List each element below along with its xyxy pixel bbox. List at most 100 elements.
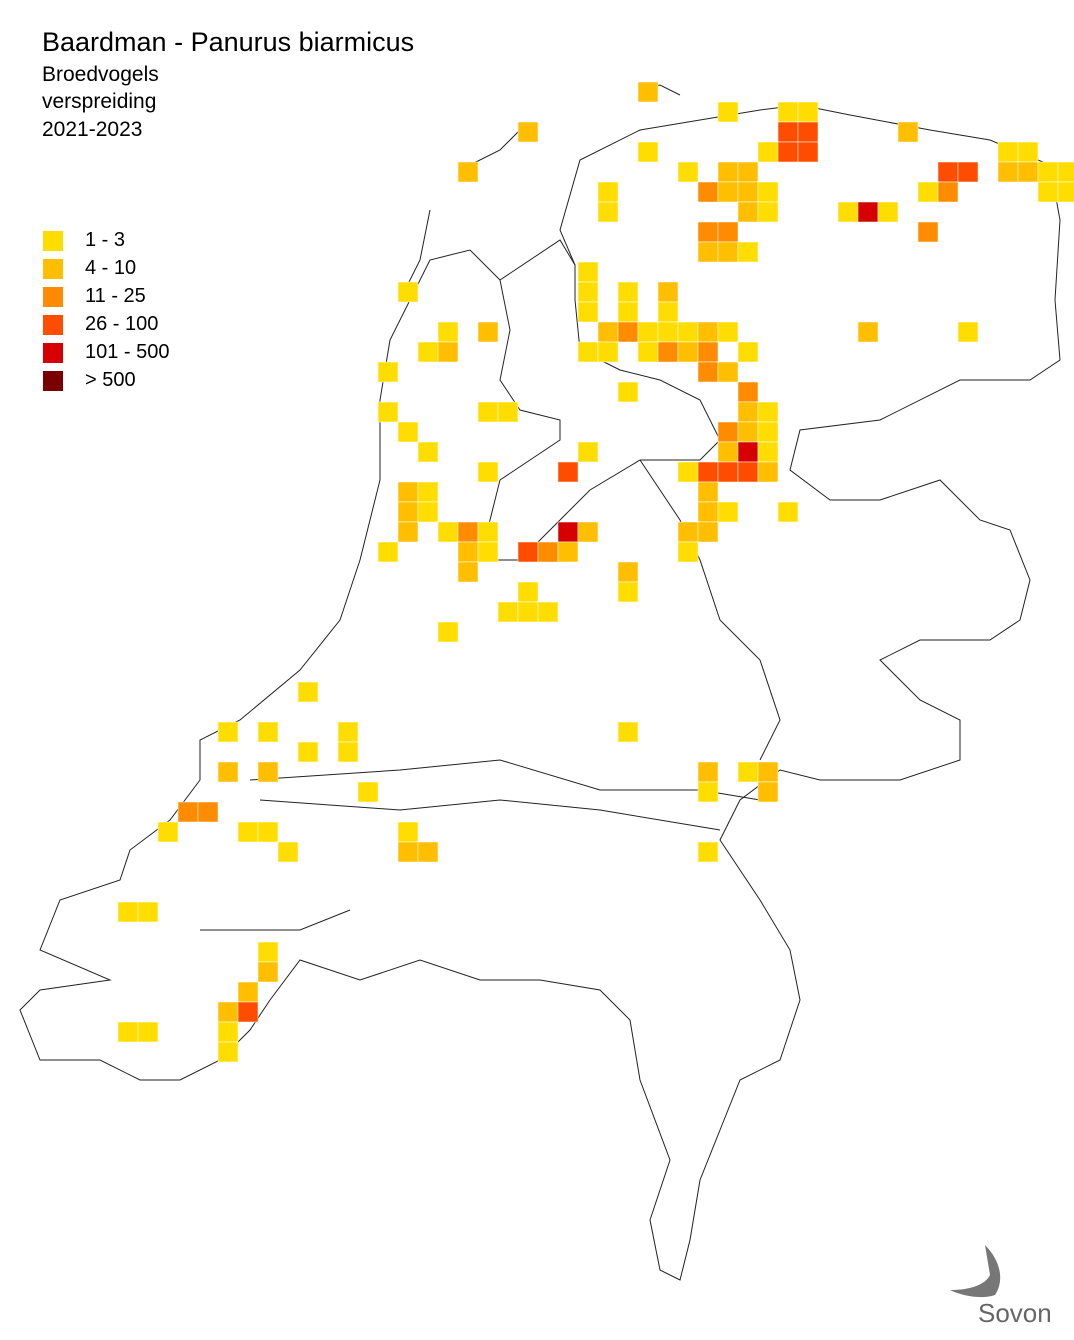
grid-cell	[837, 201, 859, 223]
grid-cell	[597, 181, 619, 203]
grid-cell	[597, 341, 619, 363]
grid-cell	[677, 461, 699, 483]
grid-cell	[717, 501, 739, 523]
grid-cell	[397, 841, 419, 863]
grid-cell	[757, 781, 779, 803]
grid-cell	[717, 421, 739, 443]
grid-cell	[217, 1001, 239, 1023]
grid-cell	[477, 321, 499, 343]
grid-cell	[697, 781, 719, 803]
grid-cell	[737, 401, 759, 423]
title: Baardman - Panurus biarmicus	[42, 27, 414, 57]
grid-cell	[537, 601, 559, 623]
grid-cell	[717, 221, 739, 243]
grid-cell	[657, 281, 679, 303]
grid-cell	[397, 421, 419, 443]
legend-swatch	[43, 231, 63, 251]
grid-cell	[417, 441, 439, 463]
grid-cell	[697, 361, 719, 383]
grid-cell	[737, 441, 759, 463]
grid-cell	[677, 521, 699, 543]
grid-cell	[737, 761, 759, 783]
grid-cell	[917, 181, 939, 203]
grid-cell	[437, 321, 459, 343]
grid-cell	[457, 161, 479, 183]
grid-cell	[637, 81, 659, 103]
grid-cell	[797, 121, 819, 143]
grid-cell	[737, 421, 759, 443]
grid-cell	[477, 401, 499, 423]
grid-cell	[797, 101, 819, 123]
grid-cell	[437, 621, 459, 643]
grid-cell	[577, 281, 599, 303]
grid-cell	[237, 981, 259, 1003]
legend-swatch	[43, 287, 63, 307]
grid-cell	[657, 301, 679, 323]
grid-cell	[637, 321, 659, 343]
grid-cell	[757, 441, 779, 463]
grid-cell	[917, 221, 939, 243]
grid-cell	[877, 201, 899, 223]
grid-cell	[1057, 181, 1074, 203]
grid-cell	[217, 1041, 239, 1063]
grid-cell	[757, 461, 779, 483]
grid-cell	[617, 721, 639, 743]
grid-cell	[337, 721, 359, 743]
legend-swatch	[43, 259, 63, 279]
grid-cell	[1037, 161, 1059, 183]
grid-cell	[737, 381, 759, 403]
grid-cell	[617, 301, 639, 323]
grid-cell	[657, 341, 679, 363]
grid-cell	[697, 521, 719, 543]
grid-cell	[357, 781, 379, 803]
grid-cell	[577, 341, 599, 363]
grid-cell	[617, 321, 639, 343]
grid-cell	[737, 181, 759, 203]
grid-cell	[397, 481, 419, 503]
grid-cell	[657, 321, 679, 343]
grid-cell	[677, 161, 699, 183]
grid-cell	[217, 761, 239, 783]
grid-cell	[697, 181, 719, 203]
legend-label: > 500	[85, 369, 136, 391]
grid-cell	[677, 341, 699, 363]
grid-cell	[477, 461, 499, 483]
grid-cell	[377, 401, 399, 423]
subtitle: verspreiding	[42, 90, 156, 113]
grid-cell	[697, 221, 719, 243]
grid-cell	[717, 181, 739, 203]
grid-cell	[237, 1001, 259, 1023]
grid-cell	[197, 801, 219, 823]
grid-cell	[577, 441, 599, 463]
grid-cell	[217, 1021, 239, 1043]
grid-cell	[397, 821, 419, 843]
legend-label: 4 - 10	[85, 257, 136, 279]
grid-cell	[617, 561, 639, 583]
grid-cell	[757, 201, 779, 223]
legend-swatch	[43, 315, 63, 335]
grid-cell	[517, 121, 539, 143]
grid-cell	[337, 741, 359, 763]
grid-cell	[397, 521, 419, 543]
grid-cell	[697, 761, 719, 783]
grid-cell	[1057, 161, 1074, 183]
grid-cell	[937, 161, 959, 183]
grid-cell	[117, 901, 139, 923]
grid-cell	[597, 201, 619, 223]
grid-cell	[757, 421, 779, 443]
grid-cell	[737, 241, 759, 263]
legend-swatch	[43, 371, 63, 391]
grid-cell	[777, 101, 799, 123]
grid-cell	[897, 121, 919, 143]
grid-cell	[697, 481, 719, 503]
grid-cell	[1017, 161, 1039, 183]
grid-cell	[257, 721, 279, 743]
grid-cell	[577, 261, 599, 283]
grid-cell	[557, 521, 579, 543]
legend-label: 101 - 500	[85, 341, 170, 363]
grid-cell	[577, 521, 599, 543]
grid-cell	[717, 161, 739, 183]
grid-cell	[757, 761, 779, 783]
grid-cell	[377, 361, 399, 383]
